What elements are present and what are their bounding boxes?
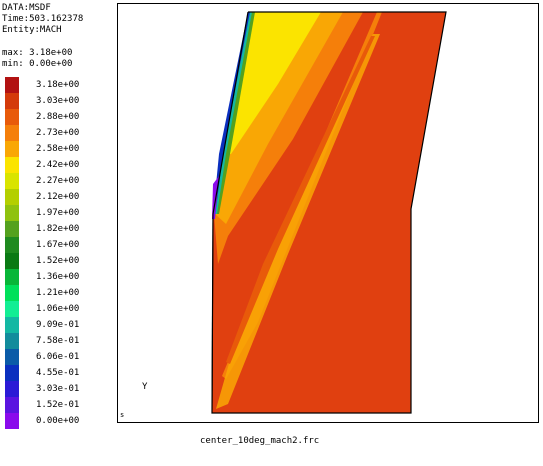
contour-plot-viewport[interactable]: Y bbox=[117, 3, 539, 423]
legend-value: 2.58e+00 bbox=[36, 144, 80, 154]
legend-row: 3.18e+00 bbox=[5, 77, 117, 93]
legend-row: 4.55e-01 bbox=[5, 365, 117, 381]
legend-swatch bbox=[5, 397, 19, 413]
wall-line bbox=[211, 213, 214, 414]
legend-row: 1.82e+00 bbox=[5, 221, 117, 237]
legend-value: 1.06e+00 bbox=[36, 304, 80, 314]
legend-row: 1.21e+00 bbox=[5, 285, 117, 301]
legend-row: 0.00e+00 bbox=[5, 413, 117, 429]
legend-swatch bbox=[5, 365, 19, 381]
contour-region-teal bbox=[215, 12, 252, 214]
legend-value: 1.82e+00 bbox=[36, 224, 80, 234]
legend-row: 2.73e+00 bbox=[5, 125, 117, 141]
legend-row: 1.06e+00 bbox=[5, 301, 117, 317]
legend-row: 1.97e+00 bbox=[5, 205, 117, 221]
legend-swatch bbox=[5, 189, 19, 205]
legend-swatch bbox=[5, 333, 19, 349]
max-value-label: max: 3.18e+00 bbox=[2, 48, 73, 58]
legend-value: 1.52e-01 bbox=[36, 400, 80, 410]
legend-value: 3.18e+00 bbox=[36, 80, 80, 90]
legend-swatch bbox=[5, 237, 19, 253]
legend-swatch bbox=[5, 125, 19, 141]
min-value-label: min: 0.00e+00 bbox=[2, 59, 73, 69]
legend-swatch bbox=[5, 173, 19, 189]
legend-swatch bbox=[5, 93, 19, 109]
legend-row: 2.88e+00 bbox=[5, 109, 117, 125]
legend-row: 1.52e+00 bbox=[5, 253, 117, 269]
contour-region-green bbox=[216, 12, 255, 214]
legend-swatch bbox=[5, 301, 19, 317]
legend-row: 9.09e-01 bbox=[5, 317, 117, 333]
mach-contour-svg bbox=[211, 11, 447, 414]
contour-band-inner bbox=[226, 36, 375, 364]
legend-value: 2.42e+00 bbox=[36, 160, 80, 170]
legend-row: 7.58e-01 bbox=[5, 333, 117, 349]
legend-swatch bbox=[5, 141, 19, 157]
legend-swatch bbox=[5, 413, 19, 429]
color-legend: 3.18e+00 3.03e+00 2.88e+00 2.73e+00 2.58e+00… bbox=[5, 77, 117, 429]
legend-swatch bbox=[5, 349, 19, 365]
legend-swatch bbox=[5, 221, 19, 237]
axis-y-label: Y bbox=[142, 382, 148, 392]
legend-value: 1.67e+00 bbox=[36, 240, 80, 250]
legend-value: 2.73e+00 bbox=[36, 128, 80, 138]
legend-value: 2.88e+00 bbox=[36, 112, 80, 122]
legend-row: 3.03e-01 bbox=[5, 381, 117, 397]
legend-swatch bbox=[5, 205, 19, 221]
legend-row: 3.03e+00 bbox=[5, 93, 117, 109]
legend-row: 2.12e+00 bbox=[5, 189, 117, 205]
legend-row: 1.36e+00 bbox=[5, 269, 117, 285]
data-label: DATA:MSDF bbox=[2, 3, 51, 13]
contour-band-lower bbox=[216, 34, 380, 409]
legend-value: 1.21e+00 bbox=[36, 288, 80, 298]
legend-value: 2.27e+00 bbox=[36, 176, 80, 186]
legend-row: 1.67e+00 bbox=[5, 237, 117, 253]
file-caption: center_10deg_mach2.frc bbox=[200, 436, 320, 446]
time-label: Time:503.162378 bbox=[2, 14, 84, 24]
legend-swatch bbox=[5, 157, 19, 173]
legend-value: 4.55e-01 bbox=[36, 368, 80, 378]
legend-swatch bbox=[5, 77, 19, 93]
legend-row: 2.42e+00 bbox=[5, 157, 117, 173]
legend-row: 1.52e-01 bbox=[5, 397, 117, 413]
legend-value: 2.12e+00 bbox=[36, 192, 80, 202]
legend-row: 2.58e+00 bbox=[5, 141, 117, 157]
legend-value: 1.36e+00 bbox=[36, 272, 80, 282]
legend-swatch bbox=[5, 109, 19, 125]
legend-value: 3.03e+00 bbox=[36, 96, 80, 106]
legend-swatch bbox=[5, 317, 19, 333]
legend-value: 7.58e-01 bbox=[36, 336, 80, 346]
legend-swatch bbox=[5, 285, 19, 301]
legend-row: 2.27e+00 bbox=[5, 173, 117, 189]
legend-value: 0.00e+00 bbox=[36, 416, 80, 426]
legend-value: 9.09e-01 bbox=[36, 320, 80, 330]
legend-swatch bbox=[5, 381, 19, 397]
legend-value: 3.03e-01 bbox=[36, 384, 80, 394]
entity-label: Entity:MACH bbox=[2, 25, 62, 35]
legend-value: 1.52e+00 bbox=[36, 256, 80, 266]
legend-row: 6.06e-01 bbox=[5, 349, 117, 365]
legend-value: 6.06e-01 bbox=[36, 352, 80, 362]
legend-swatch bbox=[5, 253, 19, 269]
legend-value: 1.97e+00 bbox=[36, 208, 80, 218]
legend-swatch bbox=[5, 269, 19, 285]
corner-mark: s bbox=[120, 411, 125, 419]
axes-triad: Y bbox=[142, 382, 147, 392]
